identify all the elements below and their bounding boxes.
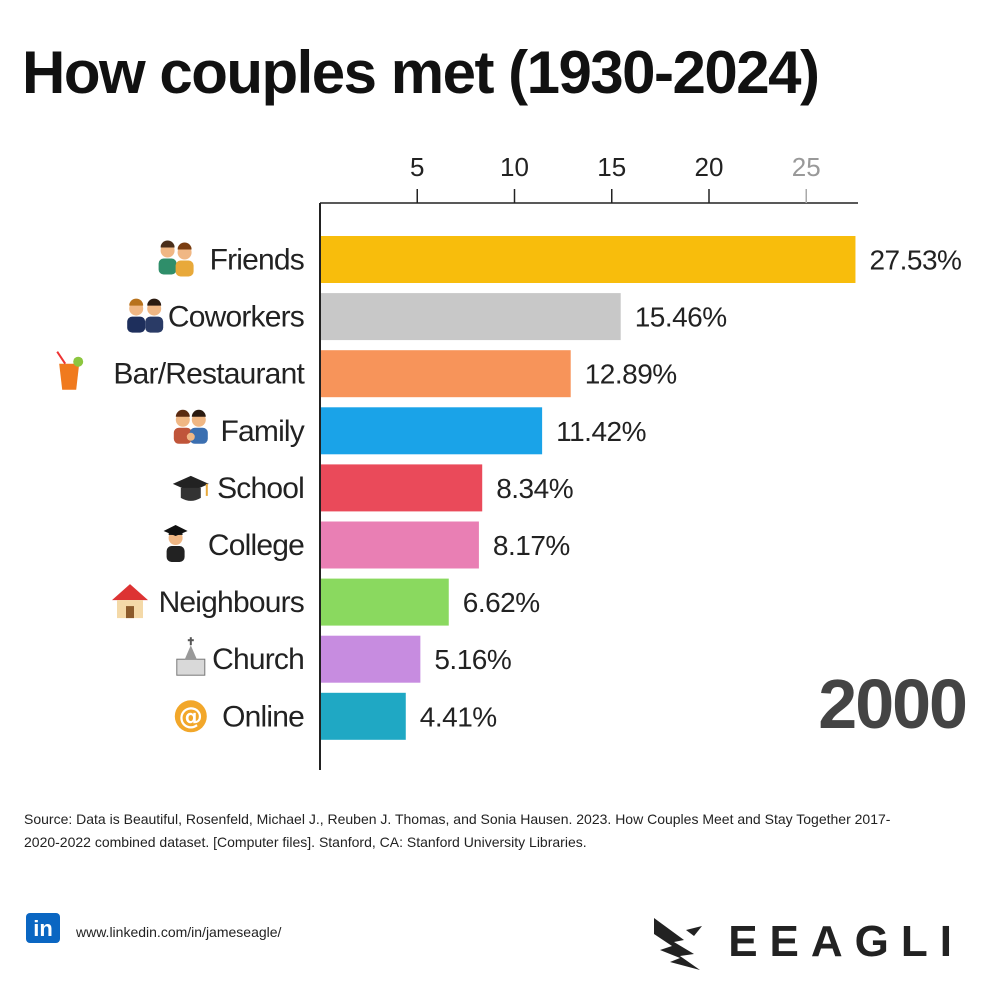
bar-chart: 5 10 15 20 25 27.53% Friends 15.46% Coworkers 12.… — [56, 152, 962, 770]
category-label: Church — [212, 643, 304, 676]
bar — [321, 521, 479, 569]
linkedin-url[interactable]: www.linkedin.com/in/jameseagle/ — [76, 924, 282, 940]
coworkers-icon — [127, 298, 164, 333]
bar-value-label: 15.46% — [635, 302, 727, 333]
at-sign-icon: @ — [174, 700, 207, 733]
category-label: College — [208, 529, 304, 562]
bar — [321, 236, 856, 283]
bar-value-label: 8.17% — [493, 530, 570, 561]
bar — [321, 407, 543, 455]
year-label: 2000 — [818, 665, 968, 743]
bar — [321, 635, 421, 683]
category-label: Bar/Restaurant — [113, 358, 305, 391]
category-label: Online — [222, 700, 304, 733]
family-icon — [173, 409, 208, 444]
category-label: Coworkers — [168, 301, 304, 334]
x-tick-label: 25 — [792, 152, 821, 182]
house-icon — [112, 584, 148, 619]
x-tick-label: 15 — [597, 152, 626, 182]
eagle-icon — [654, 918, 703, 970]
brand-name: EEAGLI — [728, 917, 964, 966]
bar — [321, 578, 449, 626]
bar — [321, 464, 483, 512]
category-label: Family — [220, 415, 304, 448]
bar-value-label: 12.89% — [585, 359, 677, 390]
category-label: Friends — [210, 244, 304, 277]
linkedin-icon[interactable]: in — [26, 913, 60, 943]
cocktail-icon — [56, 351, 84, 390]
bar-value-label: 5.16% — [434, 644, 511, 675]
bar-value-label: 11.42% — [556, 416, 646, 447]
category-label: School — [217, 472, 304, 505]
bar-value-label: 8.34% — [496, 473, 573, 504]
x-tick-label: 10 — [500, 152, 529, 182]
x-tick-label: 5 — [410, 152, 424, 182]
chart-title: How couples met (1930-2024) — [22, 39, 820, 106]
svg-text:@: @ — [179, 702, 203, 730]
graduate-icon — [163, 525, 188, 562]
friends-icon — [158, 240, 194, 277]
bar — [321, 293, 621, 341]
bar-value-label: 6.62% — [463, 587, 540, 618]
brand-logo: EEAGLI — [650, 910, 964, 974]
bar-value-label: 4.41% — [420, 701, 497, 732]
bar — [321, 692, 406, 740]
graduation-cap-icon — [172, 475, 209, 501]
category-label: Neighbours — [159, 586, 304, 619]
bar-value-label: 27.53% — [869, 245, 961, 276]
bar — [321, 350, 571, 398]
x-tick-label: 20 — [695, 152, 724, 182]
source-note: Source: Data is Beautiful, Rosenfeld, Mi… — [24, 811, 891, 850]
church-icon — [176, 637, 206, 676]
